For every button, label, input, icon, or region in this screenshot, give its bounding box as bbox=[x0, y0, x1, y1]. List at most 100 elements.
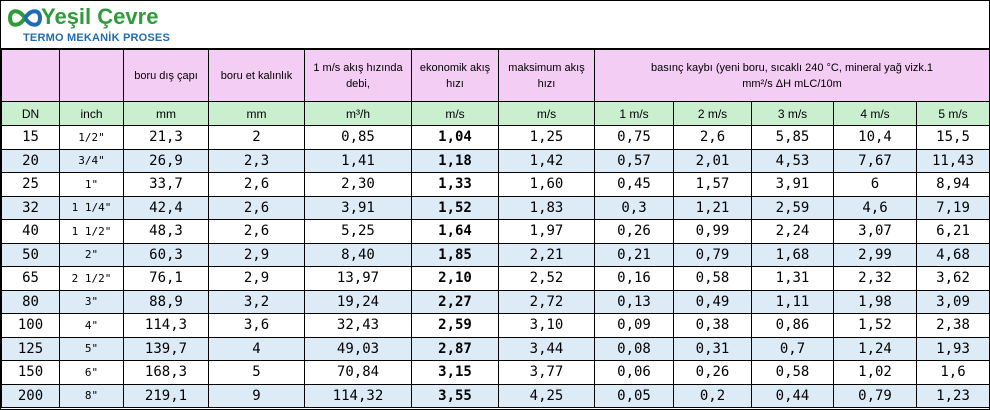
data-cell: 48,3 bbox=[123, 219, 209, 244]
data-cell: 2,30 bbox=[304, 172, 412, 197]
data-cell: 1,85 bbox=[411, 242, 499, 267]
unit-cell: inch bbox=[59, 101, 124, 126]
data-cell: 3,91 bbox=[304, 195, 412, 220]
data-cell: 2 1/2" bbox=[59, 266, 124, 291]
data-cell: 139,7 bbox=[123, 336, 209, 361]
data-cell: 33,7 bbox=[123, 172, 209, 197]
unit-cell: 3 m/s bbox=[751, 101, 834, 126]
data-cell: 19,24 bbox=[304, 289, 412, 314]
data-cell: 3,77 bbox=[498, 360, 595, 385]
data-cell: 1,41 bbox=[304, 148, 412, 173]
data-cell: 3,55 bbox=[411, 383, 499, 408]
data-cell: 6 bbox=[833, 172, 917, 197]
data-cell: 50 bbox=[1, 242, 60, 267]
data-cell: 0,13 bbox=[594, 289, 674, 314]
data-cell: 1,64 bbox=[411, 219, 499, 244]
data-cell: 0,44 bbox=[751, 383, 834, 408]
data-cell: 49,03 bbox=[304, 336, 412, 361]
data-cell: 1,6 bbox=[915, 360, 990, 385]
data-cell: 2,32 bbox=[833, 266, 917, 291]
data-cell: 70,84 bbox=[304, 360, 412, 385]
data-cell: 1,52 bbox=[833, 313, 917, 338]
data-cell: 1,04 bbox=[411, 125, 499, 150]
data-cell: 114,3 bbox=[123, 313, 209, 338]
brand: Yeşil Çevre bbox=[41, 4, 159, 29]
data-cell: 0,79 bbox=[673, 242, 752, 267]
unit-cell: mm bbox=[208, 101, 305, 126]
data-cell: 2,3 bbox=[208, 148, 305, 173]
data-cell: 1,83 bbox=[498, 195, 595, 220]
data-cell: 0,09 bbox=[594, 313, 674, 338]
data-row: 50 2" 60,3 2,9 8,40 1,85 2,21 0,21 0,79 1,68 2,99 4… bbox=[1, 242, 990, 267]
data-cell: 3,62 bbox=[915, 266, 990, 291]
data-cell: 2,01 bbox=[673, 148, 752, 173]
data-cell: 60,3 bbox=[123, 242, 209, 267]
header-cell bbox=[59, 49, 124, 102]
data-cell: 168,3 bbox=[123, 360, 209, 385]
unit-cell: 2 m/s bbox=[673, 101, 752, 126]
data-cell: 2,72 bbox=[498, 289, 595, 314]
data-cell: 0,99 bbox=[673, 219, 752, 244]
data-cell: 1 1/4" bbox=[59, 195, 124, 220]
header-cell bbox=[1, 49, 60, 102]
data-cell: 2,6 bbox=[208, 172, 305, 197]
data-cell: 15,5 bbox=[915, 125, 990, 150]
data-cell: 2,9 bbox=[208, 242, 305, 267]
data-cell: 3,6 bbox=[208, 313, 305, 338]
data-cell: 0,58 bbox=[673, 266, 752, 291]
data-cell: 1 1/2" bbox=[59, 219, 124, 244]
data-cell: 1,57 bbox=[673, 172, 752, 197]
data-cell: 3,44 bbox=[498, 336, 595, 361]
data-cell: 1,93 bbox=[915, 336, 990, 361]
data-cell: 0,05 bbox=[594, 383, 674, 408]
data-cell: 1,31 bbox=[751, 266, 834, 291]
data-cell: 6" bbox=[59, 360, 124, 385]
data-cell: 6,21 bbox=[915, 219, 990, 244]
pipe-table: boru dış çapı boru et kalınlık 1 m/s akış … bbox=[1, 49, 990, 408]
data-cell: 1,52 bbox=[411, 195, 499, 220]
data-cell: 1,33 bbox=[411, 172, 499, 197]
data-row: 200 8" 219,1 9 114,32 3,55 4,25 0,05 0,2 0,44 0,79… bbox=[1, 383, 990, 408]
unit-cell: DN bbox=[1, 101, 60, 126]
data-cell: 1,24 bbox=[833, 336, 917, 361]
data-cell: 219,1 bbox=[123, 383, 209, 408]
data-cell: 4,53 bbox=[751, 148, 834, 173]
data-cell: 5 bbox=[208, 360, 305, 385]
data-cell: 3,10 bbox=[498, 313, 595, 338]
data-cell: 3" bbox=[59, 289, 124, 314]
data-cell: 2" bbox=[59, 242, 124, 267]
data-cell: 0,58 bbox=[751, 360, 834, 385]
data-cell: 2,9 bbox=[208, 266, 305, 291]
header-cell: maksimum akış hızı bbox=[498, 49, 595, 102]
data-cell: 1,97 bbox=[498, 219, 595, 244]
data-cell: 2,52 bbox=[498, 266, 595, 291]
data-row: 32 1 1/4" 42,4 2,6 3,91 1,52 1,83 0,3 1,21 2,59 4,… bbox=[1, 195, 990, 220]
data-cell: 7,19 bbox=[915, 195, 990, 220]
data-cell: 1,25 bbox=[498, 125, 595, 150]
data-cell: 0,2 bbox=[673, 383, 752, 408]
data-cell: 3,91 bbox=[751, 172, 834, 197]
data-cell: 25 bbox=[1, 172, 60, 197]
data-cell: 2,38 bbox=[915, 313, 990, 338]
data-row: 150 6" 168,3 5 70,84 3,15 3,77 0,06 0,26 0,58 1,02… bbox=[1, 360, 990, 385]
data-row: 15 1/2" 21,3 2 0,85 1,04 1,25 0,75 2,6 5,85 10,4 15… bbox=[1, 125, 990, 150]
data-row: 65 2 1/2" 76,1 2,9 13,97 2,10 2,52 0,16 0,58 1,31… bbox=[1, 266, 990, 291]
data-cell: 2,87 bbox=[411, 336, 499, 361]
data-cell: 4 bbox=[208, 336, 305, 361]
data-cell: 1/2" bbox=[59, 125, 124, 150]
logo: Yeşil Çevre TERMO MEKANİK PROSES bbox=[1, 1, 989, 49]
data-cell: 2,6 bbox=[208, 195, 305, 220]
data-cell: 8,94 bbox=[915, 172, 990, 197]
data-cell: 1,11 bbox=[751, 289, 834, 314]
data-cell: 0,31 bbox=[673, 336, 752, 361]
data-row: 80 3" 88,9 3,2 19,24 2,27 2,72 0,13 0,49 1,11 1,98… bbox=[1, 289, 990, 314]
data-cell: 65 bbox=[1, 266, 60, 291]
data-cell: 4,6 bbox=[833, 195, 917, 220]
data-cell: 3/4" bbox=[59, 148, 124, 173]
data-cell: 3,09 bbox=[915, 289, 990, 314]
header-cell: boru dış çapı bbox=[123, 49, 209, 102]
data-cell: 8" bbox=[59, 383, 124, 408]
unit-cell: m³/h bbox=[304, 101, 412, 126]
data-cell: 2,99 bbox=[833, 242, 917, 267]
